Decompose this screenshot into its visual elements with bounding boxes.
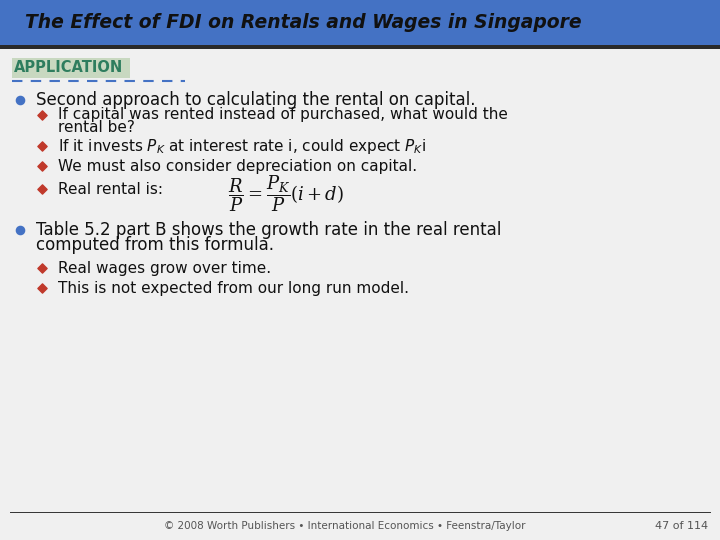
Point xyxy=(36,161,48,170)
Text: If capital was rented instead of purchased, what would the: If capital was rented instead of purchas… xyxy=(58,107,508,123)
Text: If it invests $P_K$ at interest rate i, could expect $P_K$i: If it invests $P_K$ at interest rate i, … xyxy=(58,137,426,156)
Text: © 2008 Worth Publishers • International Economics • Feenstra/Taylor: © 2008 Worth Publishers • International … xyxy=(164,521,526,531)
Text: This is not expected from our long run model.: This is not expected from our long run m… xyxy=(58,280,409,295)
Point xyxy=(36,141,48,150)
Text: 47 of 114: 47 of 114 xyxy=(655,521,708,531)
Text: Real rental is:: Real rental is: xyxy=(58,181,163,197)
Text: APPLICATION: APPLICATION xyxy=(14,60,123,76)
Text: Table 5.2 part B shows the growth rate in the real rental: Table 5.2 part B shows the growth rate i… xyxy=(36,221,501,239)
Point xyxy=(14,226,26,234)
Point xyxy=(14,96,26,104)
Bar xyxy=(0,45,720,49)
Point xyxy=(36,264,48,272)
Text: The Effect of FDI on Rentals and Wages in Singapore: The Effect of FDI on Rentals and Wages i… xyxy=(25,14,582,32)
Text: We must also consider depreciation on capital.: We must also consider depreciation on ca… xyxy=(58,159,417,173)
Point xyxy=(36,185,48,193)
Text: rental be?: rental be? xyxy=(58,120,135,136)
Bar xyxy=(0,0,720,45)
Text: Second approach to calculating the rental on capital.: Second approach to calculating the renta… xyxy=(36,91,475,109)
Text: $\dfrac{R}{P} = \dfrac{P_K}{P}(i+d)$: $\dfrac{R}{P} = \dfrac{P_K}{P}(i+d)$ xyxy=(228,174,344,214)
Text: computed from this formula.: computed from this formula. xyxy=(36,236,274,254)
Point xyxy=(36,284,48,292)
Bar xyxy=(12,58,130,78)
Point xyxy=(36,111,48,119)
Text: Real wages grow over time.: Real wages grow over time. xyxy=(58,260,271,275)
